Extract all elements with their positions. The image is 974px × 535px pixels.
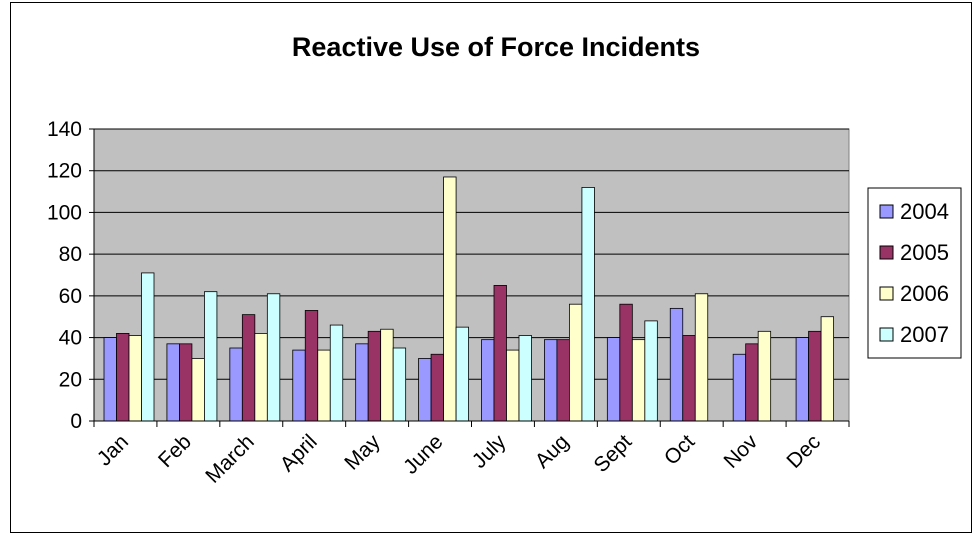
legend-swatch-2005 xyxy=(879,245,894,260)
bar-2007-march xyxy=(266,293,281,422)
bar-2006-jan xyxy=(128,335,142,422)
bar-2006-aug xyxy=(569,303,583,422)
x-tick-label: July xyxy=(468,430,511,473)
bar-2007-may xyxy=(392,347,407,422)
y-tick-labels: 0 20 40 60 80 100 120 140 xyxy=(47,118,82,433)
bar-2005-may xyxy=(367,330,382,422)
legend-label-2006: 2006 xyxy=(900,281,949,306)
bar-2004-july xyxy=(481,339,495,422)
y-tick-label: 0 xyxy=(70,410,82,433)
bar-2004-dec xyxy=(795,337,809,422)
bars xyxy=(103,176,834,422)
bar-2004-jan xyxy=(103,337,117,422)
bar-2006-dec xyxy=(820,316,834,422)
bar-2006-june xyxy=(443,176,457,422)
bar-2004-march xyxy=(229,347,243,422)
bar-2004-april xyxy=(292,349,306,422)
bar-2005-march xyxy=(241,314,256,422)
x-tick-label: Oct xyxy=(660,430,699,469)
legend-label-2007: 2007 xyxy=(900,322,949,347)
legend: 2004 2005 2006 2007 xyxy=(867,187,962,359)
x-tick-label: Aug xyxy=(531,430,574,473)
x-tick-label: March xyxy=(201,430,259,488)
bar-2006-feb xyxy=(191,358,205,422)
bar-2005-april xyxy=(304,310,319,422)
x-tick-label: Nov xyxy=(719,430,762,473)
bar-2006-oct xyxy=(694,293,709,422)
legend-swatch-2006 xyxy=(879,286,894,301)
y-tick-label: 140 xyxy=(47,118,82,141)
bar-2006-nov xyxy=(757,330,772,422)
bar-2007-sept xyxy=(644,320,658,422)
x-tick-label: Feb xyxy=(154,430,196,472)
y-tick-label: 120 xyxy=(47,160,82,183)
bar-2005-sept xyxy=(619,303,633,422)
bar-2007-feb xyxy=(204,291,218,422)
bar-2004-oct xyxy=(669,307,684,422)
bar-2005-nov xyxy=(745,343,759,422)
bar-2006-april xyxy=(317,349,331,422)
chart-title: Reactive Use of Force Incidents xyxy=(292,32,700,62)
x-tick-label: Dec xyxy=(782,430,825,473)
bar-2005-feb xyxy=(179,343,193,422)
bar-2007-july xyxy=(518,335,532,422)
x-tick-label: June xyxy=(399,430,447,478)
axes xyxy=(89,128,850,427)
bar-2007-april xyxy=(329,324,344,422)
bar-2007-june xyxy=(455,326,469,422)
bar-2004-feb xyxy=(166,343,180,422)
bar-2007-aug xyxy=(581,186,595,422)
y-tick-label: 60 xyxy=(59,285,82,308)
y-tick-label: 100 xyxy=(47,201,82,224)
bar-2005-july xyxy=(493,285,507,422)
bar-2007-jan xyxy=(141,272,155,422)
bar-2004-may xyxy=(355,343,369,422)
legend-label-2005: 2005 xyxy=(900,240,949,265)
x-tick-label: April xyxy=(276,430,322,476)
bar-2005-aug xyxy=(556,339,570,422)
bar-2004-june xyxy=(418,358,432,422)
legend-label-2004: 2004 xyxy=(900,199,949,224)
bar-2004-aug xyxy=(544,339,558,422)
bar-2006-sept xyxy=(631,339,646,422)
x-tick-label: Sept xyxy=(590,430,637,477)
legend-swatch-2004 xyxy=(879,204,894,219)
x-tick-label: May xyxy=(340,430,385,475)
bar-2006-march xyxy=(254,332,268,422)
x-tick-label: Jan xyxy=(93,430,133,470)
y-tick-label: 80 xyxy=(59,243,82,266)
bar-2004-nov xyxy=(732,353,747,422)
bar-2005-oct xyxy=(682,335,696,422)
bar-2005-june xyxy=(430,353,444,422)
plot-area xyxy=(93,128,850,422)
bar-2006-july xyxy=(506,349,520,422)
y-tick-label: 20 xyxy=(59,368,82,391)
y-tick-label: 40 xyxy=(59,327,82,350)
bar-2006-may xyxy=(380,328,394,422)
legend-swatch-2007 xyxy=(879,327,894,342)
bar-2004-sept xyxy=(606,337,621,422)
x-tick-labels: Jan Feb March April May June July Aug Sept Oct Nov… xyxy=(93,430,825,488)
bar-2005-dec xyxy=(808,330,822,422)
gridlines xyxy=(94,128,849,380)
bar-2005-jan xyxy=(116,332,130,422)
